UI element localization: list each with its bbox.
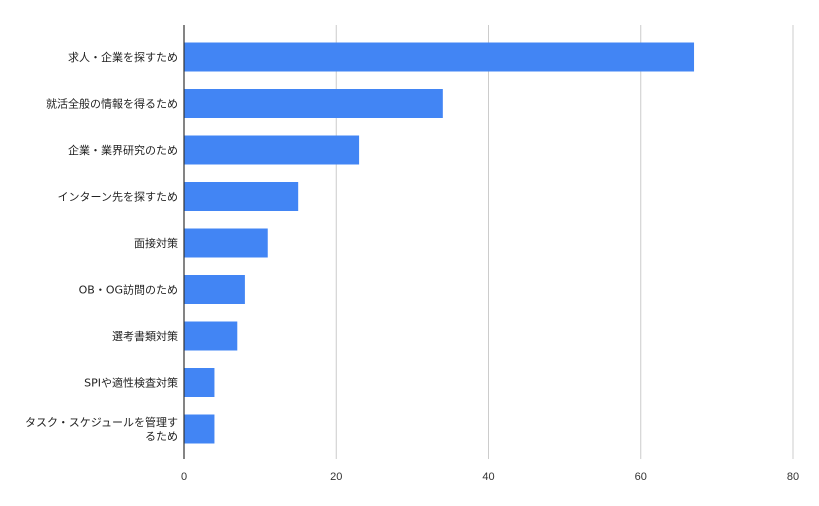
category-label-line: インターン先を探すため (58, 191, 178, 204)
category-label-line: るため (145, 430, 178, 443)
bar (184, 275, 245, 304)
category-label: 企業・業界研究のため (68, 143, 178, 157)
x-tick-label: 40 (482, 471, 494, 483)
bar (184, 368, 215, 397)
category-label-line: 企業・業界研究のため (68, 143, 178, 157)
x-tick-label: 60 (635, 471, 647, 483)
category-label: 選考書類対策 (112, 329, 178, 343)
x-tick-labels: 0 20 40 60 80 (181, 471, 799, 483)
category-label-line: 面接対策 (134, 236, 178, 250)
bar (184, 42, 695, 72)
category-label: SPIや適性検査対策 (84, 376, 178, 390)
category-label-line: 求人・企業を探すため (68, 50, 178, 64)
x-tick-label: 80 (787, 471, 799, 483)
category-label-line: OB・OG訪問のため (79, 283, 178, 297)
category-label: インターン先を探すため (58, 191, 178, 204)
bar (184, 182, 299, 211)
category-label: OB・OG訪問のため (79, 283, 178, 297)
category-label-line: タスク・スケジュールを管理す (25, 415, 178, 429)
bar (184, 135, 360, 165)
bars (184, 42, 695, 444)
category-label: 就活全般の情報を得るため (46, 97, 178, 111)
category-label: 面接対策 (134, 236, 178, 250)
bar (184, 228, 268, 258)
bar (184, 89, 443, 118)
category-label-line: 就活全般の情報を得るため (46, 97, 178, 111)
bar (184, 414, 215, 444)
grid-lines (335, 25, 794, 459)
category-label-line: SPIや適性検査対策 (84, 376, 178, 390)
category-labels: 求人・企業を探すため就活全般の情報を得るため企業・業界研究のためインターン先を探… (25, 50, 178, 443)
category-label: 求人・企業を探すため (68, 50, 178, 64)
x-tick-label: 20 (330, 471, 342, 483)
bar (184, 321, 238, 351)
category-label-line: 選考書類対策 (112, 329, 178, 343)
category-label: タスク・スケジュールを管理するため (25, 415, 178, 443)
x-tick-label: 0 (181, 471, 187, 483)
